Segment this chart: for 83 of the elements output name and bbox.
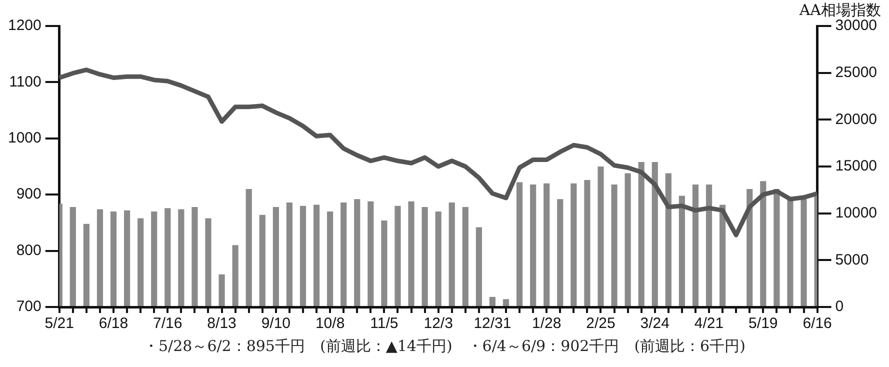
bar bbox=[286, 202, 292, 306]
y2-tick-label: 25000 bbox=[835, 64, 878, 81]
bar bbox=[502, 299, 510, 306]
bar bbox=[448, 202, 455, 306]
text: ・5/28～6/2：895千円 (前週比：▲14千円) ・6/4～6/9：902千円 (前週比：6千円) bbox=[142, 337, 746, 356]
y-tick-label: 800 bbox=[16, 242, 42, 259]
y2-tick-label: 5000 bbox=[835, 251, 869, 268]
bar bbox=[313, 204, 320, 306]
bar bbox=[624, 173, 631, 306]
y2-tick-label: 20000 bbox=[835, 110, 878, 128]
x-tick-label: 5/21 bbox=[44, 315, 74, 332]
x-tick-label: 6/18 bbox=[98, 315, 128, 332]
x-tick-label: 7/16 bbox=[153, 315, 182, 332]
bar bbox=[489, 296, 496, 306]
bar bbox=[340, 202, 347, 306]
x-tick-label: 12/31 bbox=[474, 315, 512, 332]
y-tick-label: 1100 bbox=[9, 73, 42, 90]
bar bbox=[611, 184, 618, 306]
y2-tick-label: 10000 bbox=[835, 204, 878, 222]
bar bbox=[70, 206, 76, 306]
bar bbox=[584, 180, 590, 306]
x-tick-label: 1/28 bbox=[532, 315, 562, 332]
bar bbox=[394, 206, 401, 306]
bar bbox=[544, 183, 550, 306]
bar bbox=[462, 206, 468, 306]
bar bbox=[678, 196, 685, 306]
bar bbox=[800, 199, 807, 306]
bar bbox=[368, 201, 374, 306]
x-tick-label: 9/10 bbox=[261, 315, 291, 332]
bar bbox=[516, 182, 523, 306]
x-tick-label: 5/19 bbox=[748, 315, 778, 332]
x-tick-label: 3/24 bbox=[640, 315, 670, 332]
bar bbox=[638, 162, 644, 306]
bar bbox=[178, 209, 184, 306]
chart-title: AA相場指数 bbox=[798, 0, 881, 19]
bar bbox=[692, 184, 699, 306]
bar bbox=[164, 208, 171, 306]
bar bbox=[192, 206, 198, 306]
bar bbox=[272, 206, 279, 306]
bar bbox=[760, 181, 766, 306]
bar bbox=[232, 245, 238, 306]
bar bbox=[720, 204, 726, 306]
bar bbox=[327, 211, 334, 306]
bar bbox=[774, 188, 780, 306]
bar bbox=[96, 209, 104, 306]
y2-tick-label: 0 bbox=[835, 298, 844, 316]
y-tick-label: 1000 bbox=[8, 130, 42, 147]
bar bbox=[110, 211, 117, 306]
bar bbox=[598, 166, 604, 306]
x-tick-label: 12/3 bbox=[424, 315, 453, 332]
y2-tick-label: 30000 bbox=[835, 17, 878, 34]
bar bbox=[435, 211, 442, 306]
bar bbox=[218, 274, 225, 306]
bar bbox=[665, 173, 672, 306]
bar bbox=[706, 184, 712, 306]
bar bbox=[408, 201, 414, 306]
bar bbox=[746, 188, 753, 306]
y2-tick-label: 15000 bbox=[835, 158, 878, 175]
bar bbox=[476, 227, 482, 306]
bar bbox=[557, 199, 564, 306]
x-tick-label: 11/5 bbox=[370, 315, 398, 332]
bar bbox=[530, 184, 536, 306]
x-tick-label: 4/21 bbox=[694, 315, 724, 332]
bar bbox=[259, 214, 266, 306]
bar bbox=[422, 206, 428, 306]
bar bbox=[83, 224, 90, 306]
bar bbox=[205, 218, 212, 306]
bar bbox=[246, 188, 252, 306]
bar bbox=[652, 162, 658, 306]
x-tick-label: 10/8 bbox=[315, 315, 345, 332]
bar bbox=[570, 183, 577, 306]
bar bbox=[124, 210, 130, 306]
y-tick-label: 700 bbox=[16, 298, 42, 316]
x-tick-label: 8/13 bbox=[207, 315, 236, 332]
bar bbox=[151, 211, 158, 306]
bar bbox=[138, 218, 144, 306]
x-tick-label: 2/25 bbox=[586, 315, 616, 332]
y-tick-label: 900 bbox=[16, 186, 42, 203]
y-tick-label: 1200 bbox=[8, 17, 42, 34]
bar bbox=[300, 206, 306, 306]
bar bbox=[381, 220, 388, 306]
x-tick-label: 6/16 bbox=[802, 315, 832, 332]
bar bbox=[354, 199, 360, 306]
